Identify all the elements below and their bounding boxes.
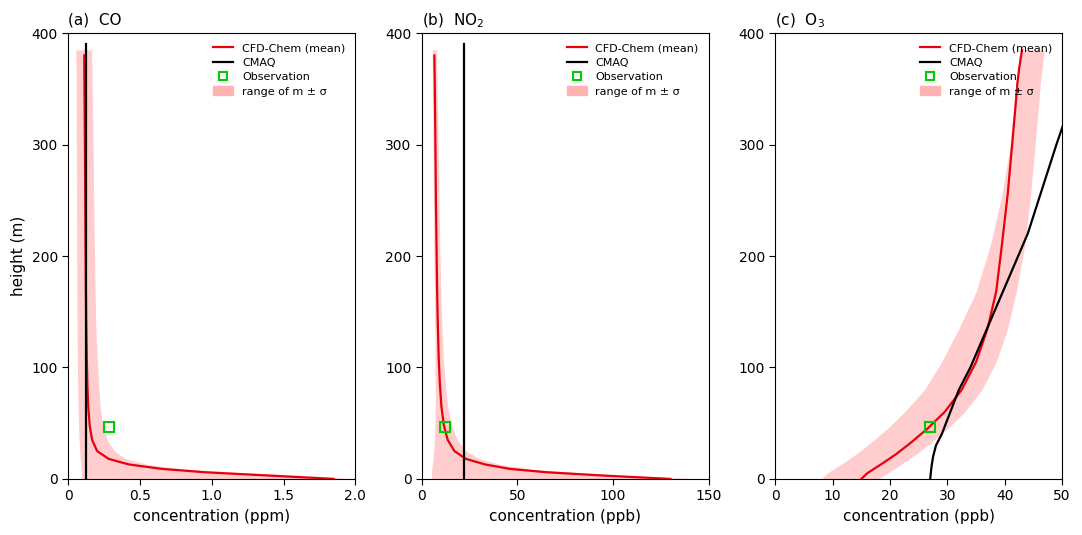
Text: (b)  NO$_2$: (b) NO$_2$	[422, 11, 485, 29]
Legend: CFD-Chem (mean), CMAQ, Observation, range of m ± σ: CFD-Chem (mean), CMAQ, Observation, rang…	[209, 39, 349, 101]
X-axis label: concentration (ppb): concentration (ppb)	[489, 509, 642, 524]
Text: (c)  O$_3$: (c) O$_3$	[776, 11, 826, 29]
Y-axis label: height (m): height (m)	[11, 216, 26, 296]
X-axis label: concentration (ppm): concentration (ppm)	[133, 509, 290, 524]
Legend: CFD-Chem (mean), CMAQ, Observation, range of m ± σ: CFD-Chem (mean), CMAQ, Observation, rang…	[563, 39, 703, 101]
Text: (a)  CO: (a) CO	[68, 13, 122, 28]
X-axis label: concentration (ppb): concentration (ppb)	[843, 509, 994, 524]
Legend: CFD-Chem (mean), CMAQ, Observation, range of m ± σ: CFD-Chem (mean), CMAQ, Observation, rang…	[915, 39, 1057, 101]
